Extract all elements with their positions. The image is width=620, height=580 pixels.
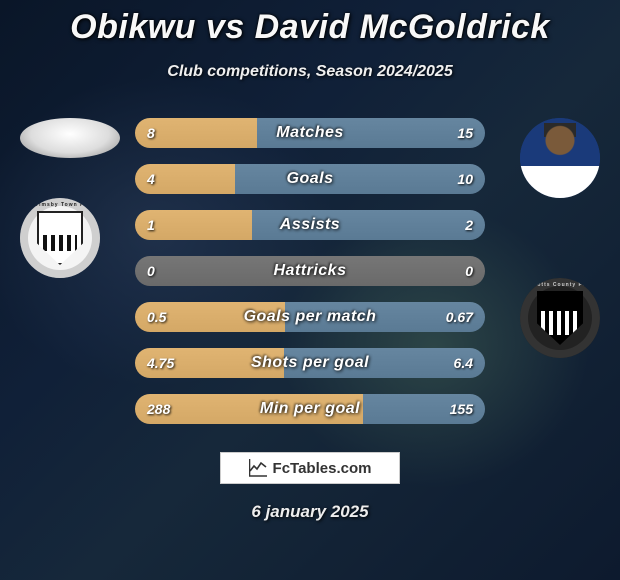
stat-value-left: 4.75 [147,348,174,378]
stat-bars: Matches8 15 Goals4 10 Assists1 2 Hattricks0 0 Go… [135,118,485,440]
badge-text: Notts County FC [520,282,600,288]
stat-value-right: 10 [457,164,473,194]
stat-label: Shots per goal [135,348,485,378]
stat-row: Min per goal288 155 [135,394,485,424]
stat-row: Hattricks0 0 [135,256,485,286]
stat-value-right: 0 [465,256,473,286]
stat-value-left: 1 [147,210,155,240]
badge-text: Grimsby Town FC [20,202,100,208]
stat-label: Assists [135,210,485,240]
stat-row: Matches8 15 [135,118,485,148]
comparison-chart: Grimsby Town FC Notts County FC Matches8… [0,118,620,448]
stat-row: Goals4 10 [135,164,485,194]
stat-value-right: 2 [465,210,473,240]
stat-row: Assists1 2 [135,210,485,240]
stat-label: Goals [135,164,485,194]
stat-value-right: 6.4 [454,348,473,378]
stat-label: Matches [135,118,485,148]
stat-label: Goals per match [135,302,485,332]
right-player-avatar [520,118,600,198]
stat-value-left: 288 [147,394,170,424]
avatar-art [520,118,600,198]
stat-label: Min per goal [135,394,485,424]
chart-icon [249,459,267,477]
content-root: Obikwu vs David McGoldrick Club competit… [0,0,620,580]
brand-logo[interactable]: FcTables.com [220,452,400,484]
stat-value-left: 0.5 [147,302,166,332]
stat-value-right: 0.67 [446,302,473,332]
brand-text: FcTables.com [273,460,372,477]
date-label: 6 january 2025 [0,502,620,522]
stat-value-left: 4 [147,164,155,194]
page-title: Obikwu vs David McGoldrick [0,0,620,47]
stat-value-left: 8 [147,118,155,148]
stat-label: Hattricks [135,256,485,286]
stat-value-right: 15 [457,118,473,148]
left-player-avatar [20,118,120,158]
stat-row: Shots per goal4.75 6.4 [135,348,485,378]
stat-row: Goals per match0.5 0.67 [135,302,485,332]
left-club-badge: Grimsby Town FC [20,198,100,278]
stat-value-right: 155 [450,394,473,424]
stat-value-left: 0 [147,256,155,286]
subtitle: Club competitions, Season 2024/2025 [0,63,620,81]
right-club-badge: Notts County FC [520,278,600,358]
